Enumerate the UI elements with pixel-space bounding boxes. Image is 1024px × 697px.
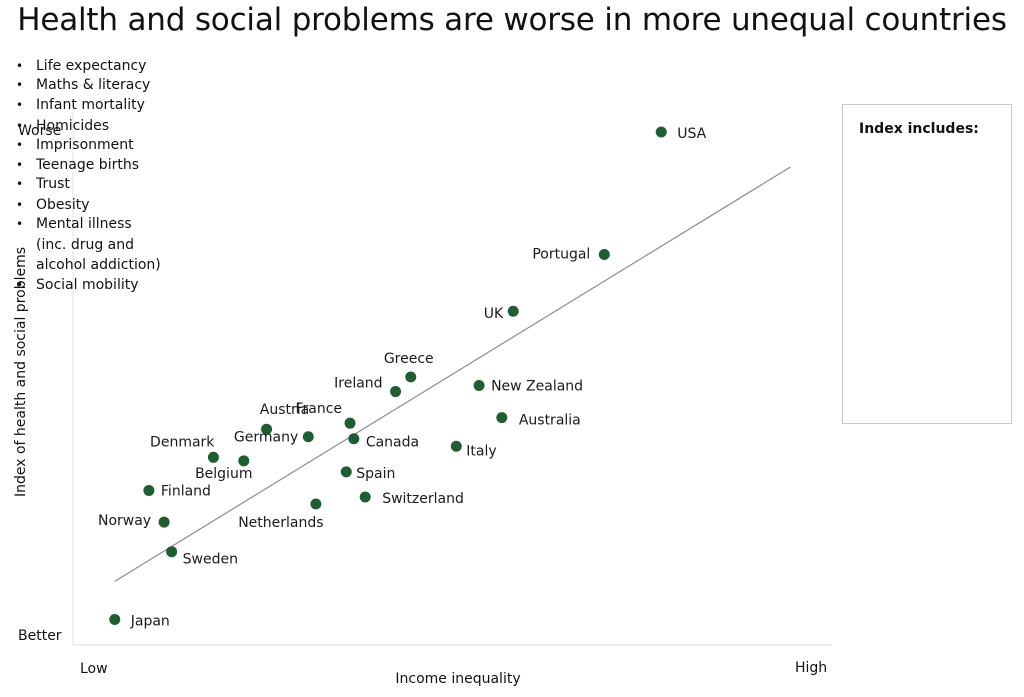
point-sweden	[166, 546, 178, 558]
point-norway	[158, 516, 170, 528]
point-label-uk: UK	[484, 306, 504, 322]
point-new-zealand	[473, 380, 485, 392]
point-portugal	[598, 249, 610, 261]
legend-item: Trust	[16, 174, 166, 194]
point-label-italy: Italy	[466, 443, 496, 459]
chart-title: Health and social problems are worse in …	[17, 2, 1007, 38]
legend-item: Social mobility	[16, 275, 166, 295]
point-greece	[405, 371, 417, 383]
point-belgium	[238, 455, 250, 467]
x-tick-low: Low	[80, 661, 108, 677]
legend-item: Homicides	[16, 116, 166, 136]
point-switzerland	[359, 491, 371, 503]
point-spain	[340, 466, 352, 478]
point-netherlands	[310, 498, 322, 510]
point-label-sweden: Sweden	[183, 552, 238, 568]
point-usa	[655, 126, 667, 138]
legend-item: Obesity	[16, 195, 166, 215]
point-label-new-zealand: New Zealand	[491, 379, 583, 395]
point-label-canada: Canada	[366, 435, 419, 451]
point-label-australia: Australia	[519, 413, 581, 429]
point-finland	[143, 484, 155, 496]
legend-item: Life expectancy	[16, 56, 166, 76]
point-label-germany: Germany	[234, 430, 298, 446]
legend-item-continued: alcohol addiction)	[36, 257, 161, 273]
legend-item-continued: (inc. drug and	[36, 237, 135, 253]
point-austria	[261, 423, 273, 435]
point-label-japan: Japan	[130, 613, 170, 629]
point-label-netherlands: Netherlands	[238, 515, 323, 531]
point-label-france: France	[295, 401, 342, 417]
point-germany	[302, 431, 314, 443]
x-axis-label: Income inequality	[395, 671, 520, 687]
point-label-austria: Austria	[260, 402, 309, 418]
legend-item: Teenage births	[16, 155, 166, 175]
point-france	[344, 417, 356, 429]
trend-line	[114, 166, 791, 582]
x-tick-high: High	[795, 660, 827, 676]
point-label-usa: USA	[677, 126, 706, 142]
legend-item: Imprisonment	[16, 135, 166, 155]
point-japan	[109, 613, 121, 625]
point-label-greece: Greece	[384, 351, 434, 367]
y-tick-low: Better	[18, 628, 62, 644]
point-canada	[348, 433, 360, 445]
point-ireland	[390, 386, 402, 398]
point-uk	[507, 305, 519, 317]
point-label-spain: Spain	[356, 466, 395, 482]
point-label-denmark: Denmark	[150, 434, 215, 450]
point-label-finland: Finland	[161, 483, 211, 499]
legend-item: Maths & literacy	[16, 75, 166, 95]
legend-item: Infant mortality	[16, 95, 166, 115]
point-italy	[450, 440, 462, 452]
point-label-portugal: Portugal	[532, 247, 590, 263]
point-label-ireland: Ireland	[334, 376, 382, 392]
point-australia	[496, 412, 508, 424]
y-axis-label: Index of health and social problems	[13, 247, 29, 497]
point-label-belgium: Belgium	[195, 466, 252, 482]
legend-title: Index includes:	[859, 121, 979, 137]
index-legend: Index includes: Life expectancy Maths & …	[16, 56, 1012, 424]
point-label-norway: Norway	[98, 513, 151, 529]
point-denmark	[207, 451, 219, 463]
legend-item: Mental illness	[16, 214, 166, 234]
point-label-switzerland: Switzerland	[382, 491, 464, 507]
